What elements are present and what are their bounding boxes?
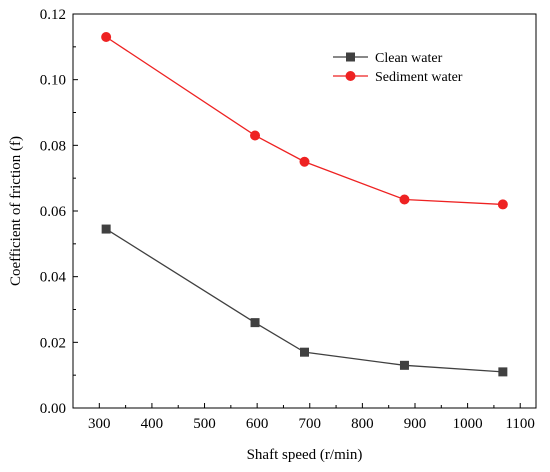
y-tick-label: 0.00 [40, 401, 66, 417]
y-tick-label: 0.12 [40, 7, 66, 23]
legend-marker [346, 52, 355, 62]
data-point [299, 156, 310, 167]
x-tick-label: 1000 [453, 416, 483, 432]
data-point [101, 224, 111, 234]
x-tick-label: 300 [88, 416, 111, 432]
data-point [399, 360, 409, 370]
x-axis-label: Shaft speed (r/min) [247, 447, 363, 463]
x-tick-label: 600 [246, 416, 269, 432]
y-tick-label: 0.10 [40, 73, 66, 89]
y-tick-label: 0.02 [40, 335, 66, 351]
legend-marker [345, 71, 356, 81]
series-clean-water [101, 224, 508, 377]
y-tick-label: 0.06 [40, 204, 67, 220]
data-point [399, 194, 410, 205]
x-tick-label: 500 [193, 416, 216, 432]
x-tick-label: 700 [299, 416, 322, 432]
y-tick-label: 0.04 [40, 270, 67, 286]
x-tick-label: 400 [141, 416, 164, 432]
y-axis-label: Coefficient of friction (f) [8, 136, 24, 286]
series-sediment-water [101, 31, 508, 210]
data-point [300, 347, 309, 357]
legend-label: Sediment water [375, 70, 463, 85]
plot-area: 300 400 500 600 700 800 900 1000 1100 0.00 0.02 0.0… [40, 7, 537, 432]
data-point [498, 367, 508, 377]
x-tick-label: 900 [404, 416, 427, 432]
data-point [497, 199, 508, 210]
series-layer [101, 31, 508, 377]
x-tick-label: 1100 [505, 416, 534, 432]
legend: Clean water Sediment water [333, 51, 463, 85]
series-line [105, 36, 503, 206]
data-point [250, 318, 260, 328]
legend-label: Clean water [375, 51, 443, 66]
data-point [101, 31, 112, 42]
y-tick-label: 0.08 [40, 138, 66, 154]
data-point [250, 130, 261, 141]
x-tick-label: 800 [351, 416, 374, 432]
